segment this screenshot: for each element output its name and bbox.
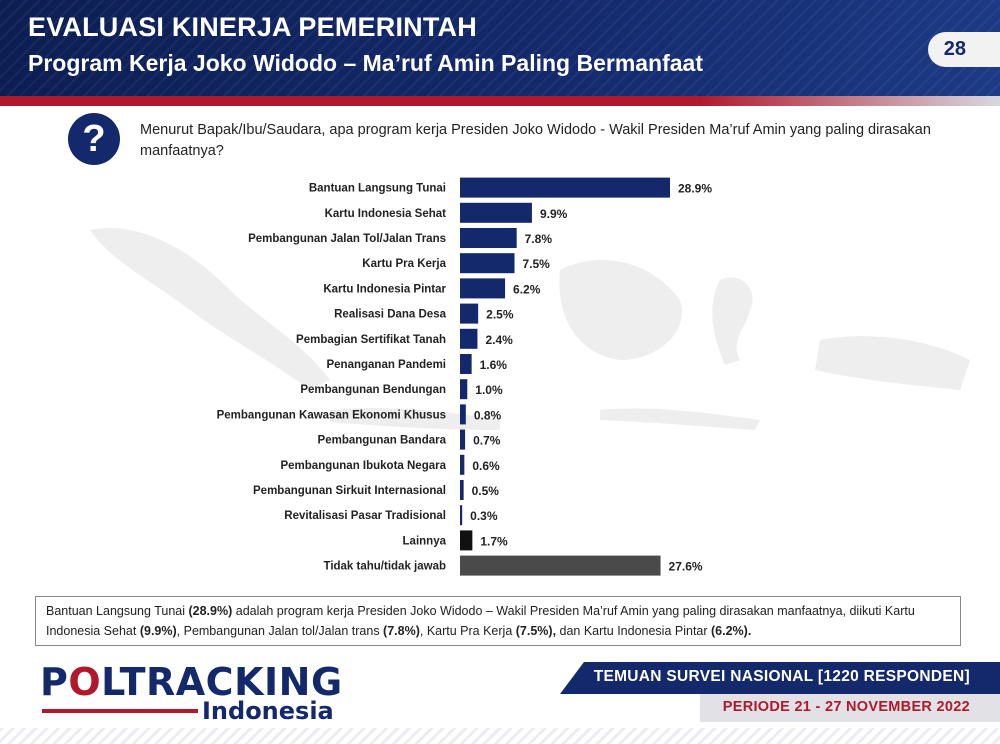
value-label: 27.6% xyxy=(669,560,703,574)
category-label: Lainnya xyxy=(403,535,447,547)
bar xyxy=(460,454,465,475)
bar xyxy=(460,505,463,526)
summary-text-1: Bantuan Langsung Tunai xyxy=(46,604,189,618)
logo-letter-o: O xyxy=(68,660,102,704)
value-label: 2.5% xyxy=(486,308,514,322)
summary-value-1: (28.9%) xyxy=(188,604,233,618)
category-label: Pembangunan Sirkuit Internasional xyxy=(253,485,446,497)
category-label: Revitalisasi Pasar Tradisional xyxy=(284,510,446,522)
bar xyxy=(460,177,670,198)
bar xyxy=(460,530,473,551)
value-label: 0.3% xyxy=(470,509,498,523)
indonesia-map-background xyxy=(90,228,970,430)
value-label: 0.5% xyxy=(472,484,500,498)
logo-wordmark: POLTRACKING xyxy=(40,660,343,704)
page-title: EVALUASI KINERJA PEMERINTAH xyxy=(28,12,477,42)
logo-subtitle: Indonesia xyxy=(202,697,334,725)
category-label: Pembagian Sertifikat Tanah xyxy=(296,334,446,346)
bottom-stripe xyxy=(0,728,1000,744)
summary-value-5: (6.2%). xyxy=(711,624,752,638)
category-label: Realisasi Dana Desa xyxy=(334,309,446,321)
bar xyxy=(460,303,479,324)
header-red-stripe xyxy=(0,96,1000,106)
bar xyxy=(460,379,468,400)
value-label: 9.9% xyxy=(540,207,568,221)
logo-underline xyxy=(42,709,198,713)
logo-letter-p: P xyxy=(40,660,69,704)
value-label: 0.7% xyxy=(473,434,501,448)
value-label: 7.5% xyxy=(522,257,550,271)
page-number: 28 xyxy=(927,32,1000,67)
bar xyxy=(460,278,506,299)
header-banner xyxy=(0,0,1000,96)
value-label: 1.6% xyxy=(480,358,508,372)
category-label: Kartu Indonesia Sehat xyxy=(325,208,447,220)
bar xyxy=(460,354,472,374)
summary-text-2: adalah program kerja Presiden Joko Widod… xyxy=(46,604,915,638)
value-label: 28.9% xyxy=(678,182,712,196)
value-label: 7.8% xyxy=(525,232,553,246)
value-label: 0.6% xyxy=(472,459,500,473)
category-label: Bantuan Langsung Tunai xyxy=(309,183,446,195)
bar xyxy=(460,202,532,223)
category-label: Pembangunan Jalan Tol/Jalan Trans xyxy=(248,233,446,245)
bar xyxy=(460,328,478,349)
category-label: Tidak tahu/tidak jawab xyxy=(324,561,447,573)
value-label: 1.7% xyxy=(480,534,508,548)
question-mark-icon: ? xyxy=(68,113,120,165)
summary-value-2: (9.9%) xyxy=(139,624,177,638)
value-label: 2.4% xyxy=(485,333,513,347)
category-label: Pembangunan Ibukota Negara xyxy=(280,460,446,472)
bar xyxy=(460,555,661,576)
summary-value-4: (7.5%), xyxy=(515,624,557,638)
category-label: Pembangunan Kawasan Ekonomi Khusus xyxy=(217,409,446,421)
summary-value-3: (7.8%) xyxy=(383,624,420,638)
summary-box: Bantuan Langsung Tunai (28.9%) adalah pr… xyxy=(35,596,961,646)
bar xyxy=(460,404,466,425)
bar-chart: Bantuan Langsung Tunai 28.9% Kartu Indones… xyxy=(217,177,712,576)
value-label: 1.0% xyxy=(475,383,503,397)
category-label: Penanganan Pandemi xyxy=(326,359,446,371)
logo-letters: LTRACKING xyxy=(101,660,343,704)
poltracking-logo: POLTRACKING Indonesia xyxy=(40,660,343,725)
survey-label: TEMUAN SURVEI NASIONAL [1220 RESPONDEN] xyxy=(593,668,970,685)
period-label: PERIODE 21 - 27 NOVEMBER 2022 xyxy=(722,699,970,715)
category-label: Pembangunan Bandara xyxy=(318,435,447,447)
value-label: 0.8% xyxy=(474,408,502,422)
bar xyxy=(460,253,515,274)
category-label: Pembangunan Bendungan xyxy=(300,384,446,396)
summary-text-3: , Pembangunan Jalan tol/Jalan trans xyxy=(176,624,384,638)
page-subtitle: Program Kerja Joko Widodo – Ma’ruf Amin … xyxy=(28,50,704,76)
survey-question: Menurut Bapak/Ibu/Saudara, apa program k… xyxy=(140,122,931,159)
survey-band: TEMUAN SURVEI NASIONAL [1220 RESPONDEN] xyxy=(560,662,1000,694)
summary-text-5: dan Kartu Indonesia Pintar xyxy=(556,624,712,638)
bar xyxy=(460,228,517,248)
category-label: Kartu Indonesia Pintar xyxy=(323,283,446,295)
bar xyxy=(460,480,464,500)
period-band: PERIODE 21 - 27 NOVEMBER 2022 xyxy=(700,694,1000,722)
summary-text-4: , Kartu Pra Kerja xyxy=(419,624,516,638)
category-label: Kartu Pra Kerja xyxy=(362,258,446,270)
value-label: 6.2% xyxy=(513,282,541,296)
bar xyxy=(460,429,466,450)
